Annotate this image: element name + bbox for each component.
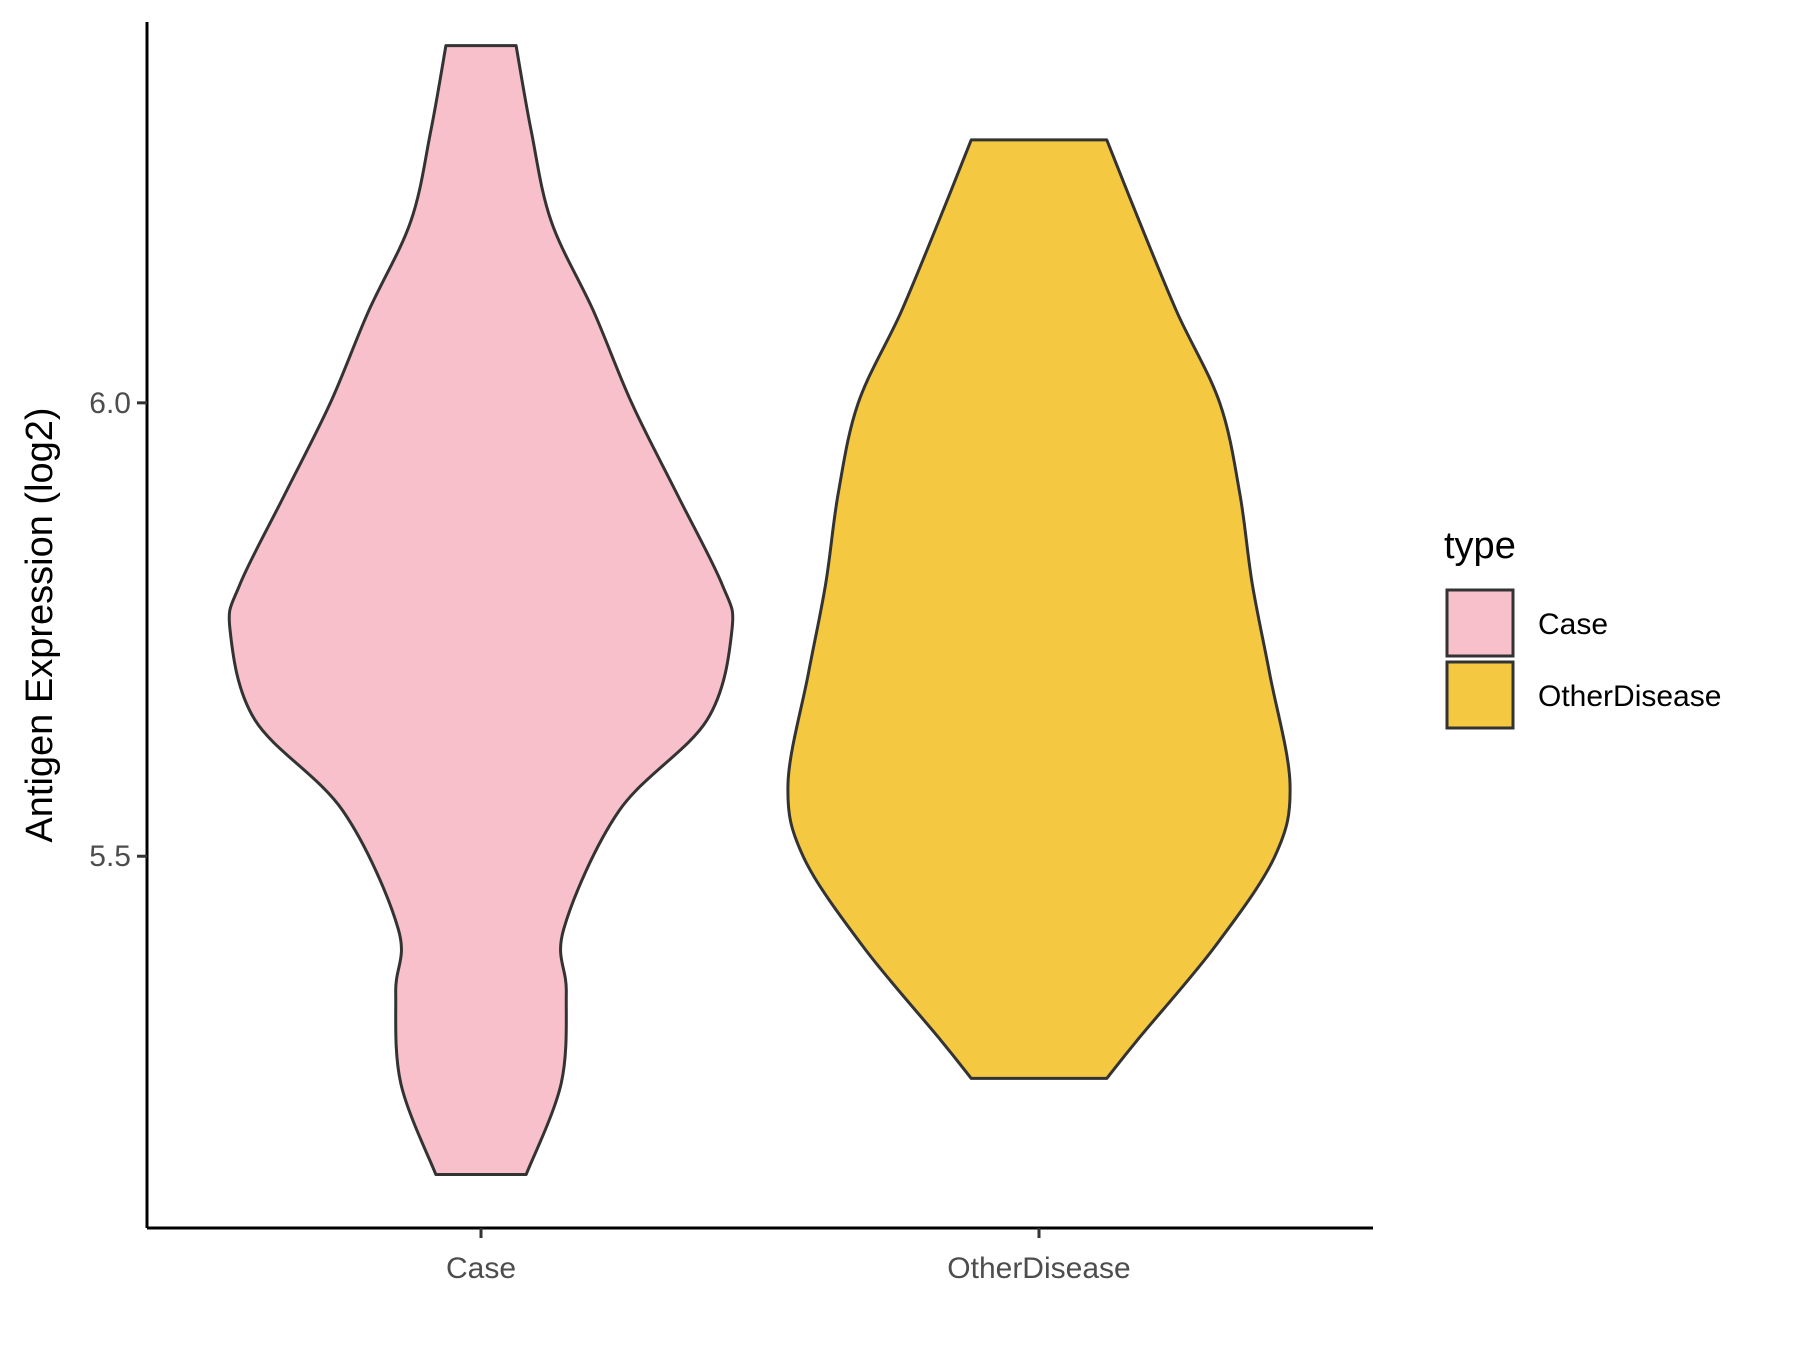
legend-label-case: Case bbox=[1538, 608, 1608, 641]
x-tick-label-case: Case bbox=[446, 1252, 516, 1285]
legend-title: type bbox=[1444, 525, 1516, 567]
legend-label-otherdisease: OtherDisease bbox=[1538, 680, 1721, 713]
legend: type Case OtherDisease bbox=[1444, 525, 1721, 730]
y-tick-label: 5.5 bbox=[89, 840, 131, 873]
x-axis-ticks: Case OtherDisease bbox=[446, 1228, 1131, 1285]
y-axis-ticks: 5.5 6.0 bbox=[89, 387, 147, 873]
y-axis-title: Antigen Expression (log2) bbox=[19, 407, 61, 842]
violins-layer bbox=[227, 44, 1292, 1176]
legend-key-case bbox=[1445, 588, 1515, 658]
legend-key-otherdisease bbox=[1445, 660, 1515, 730]
y-tick-label: 6.0 bbox=[89, 387, 131, 420]
violin-otherdisease bbox=[786, 138, 1292, 1080]
violin-case bbox=[227, 44, 735, 1176]
x-tick-label-otherdisease: OtherDisease bbox=[947, 1252, 1130, 1285]
